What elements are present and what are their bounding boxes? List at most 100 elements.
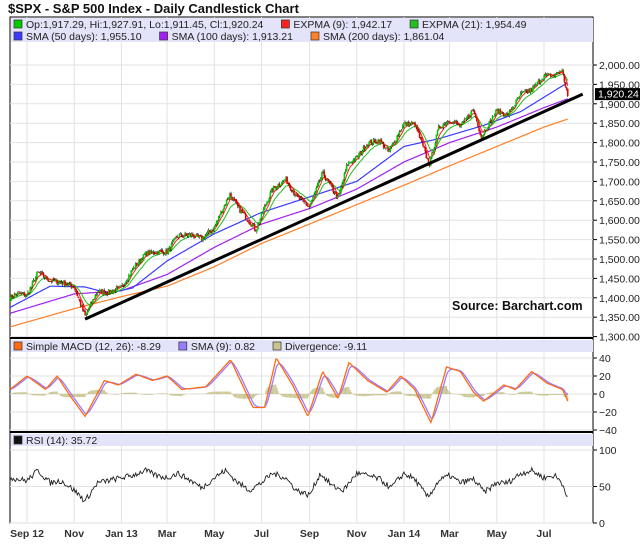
divergence-bar	[374, 394, 376, 396]
candle-body	[508, 110, 511, 116]
divergence-bar	[305, 394, 307, 399]
candle	[548, 73, 551, 75]
candle-body	[410, 122, 413, 125]
legend-expma9: EXPMA (9): 1,942.17	[293, 19, 392, 31]
candle-body	[153, 253, 156, 254]
divergence-bar	[425, 394, 427, 399]
candle-body	[128, 274, 130, 281]
price-tick-label: 2,000.00	[599, 60, 640, 72]
divergence-bar	[362, 394, 364, 397]
legend-divergence-swatch	[272, 341, 282, 351]
divergence-bar	[356, 394, 358, 396]
candle	[146, 251, 148, 257]
candle	[29, 286, 31, 294]
candle-body	[11, 294, 14, 298]
candle-body	[278, 183, 281, 186]
candle-body	[121, 285, 123, 287]
candle	[397, 133, 400, 138]
candle	[75, 289, 77, 294]
candle-body	[361, 151, 364, 155]
candle-body	[401, 125, 404, 129]
chart-title: $SPX - S&P 500 Index - Daily Candlestick…	[8, 1, 299, 16]
candle	[537, 78, 540, 83]
candle	[40, 270, 43, 275]
candle-body	[516, 98, 519, 100]
candle	[522, 90, 524, 94]
candle-body	[222, 209, 224, 213]
candle	[516, 97, 519, 101]
divergence-bar	[561, 394, 563, 395]
candle	[345, 163, 348, 172]
candle	[314, 190, 317, 196]
candle	[122, 284, 125, 288]
candle	[442, 123, 444, 130]
divergence-bar	[242, 394, 244, 399]
candle-body	[352, 159, 355, 163]
candle-body	[243, 212, 246, 214]
candle	[504, 115, 506, 118]
divergence-bar	[490, 392, 492, 394]
divergence-bar	[423, 394, 425, 399]
candle-body	[269, 192, 272, 198]
candle	[124, 281, 127, 286]
candle-body	[51, 278, 54, 282]
candle	[235, 199, 238, 205]
candle-body	[553, 75, 556, 77]
x-tick-label: Jan 14	[388, 528, 421, 540]
candle	[230, 191, 232, 199]
candle-body	[459, 124, 461, 128]
candle-body	[445, 122, 448, 126]
divergence-bar	[290, 394, 292, 398]
candle	[282, 179, 285, 183]
candle-body	[166, 249, 168, 255]
candle-body	[120, 285, 122, 287]
divergence-bar	[301, 394, 303, 399]
candle	[346, 164, 349, 166]
candle	[170, 241, 173, 252]
source-label: Source: Barchart.com	[452, 299, 583, 313]
divergence-bar	[273, 384, 275, 394]
candle-body	[101, 289, 103, 295]
candle-body	[223, 205, 226, 209]
candle	[506, 111, 508, 116]
candle	[97, 291, 100, 293]
candle-body	[212, 230, 214, 231]
candle	[304, 201, 306, 204]
candle-body	[304, 202, 306, 204]
candle	[410, 120, 413, 126]
candle	[158, 249, 161, 255]
candle	[45, 274, 47, 280]
candle-body	[36, 272, 38, 278]
candle	[418, 131, 421, 139]
candle	[118, 286, 120, 288]
candle	[61, 281, 64, 287]
divergence-bar	[501, 392, 503, 394]
candle	[489, 118, 492, 123]
candle-body	[534, 83, 536, 87]
divergence-bar	[310, 391, 312, 394]
candle-body	[73, 287, 75, 289]
candle-body	[158, 250, 161, 255]
candle	[23, 291, 26, 297]
candle	[286, 176, 288, 185]
candle	[78, 298, 81, 302]
candle	[368, 141, 370, 147]
divergence-bar	[388, 393, 390, 394]
candle	[272, 185, 275, 192]
candle	[473, 109, 476, 115]
candle	[465, 116, 468, 121]
divergence-bar	[116, 394, 118, 395]
candle-body	[274, 186, 276, 188]
candle-body	[412, 122, 414, 124]
divergence-bar	[468, 394, 470, 398]
divergence-bar	[63, 394, 65, 397]
candle	[14, 293, 17, 295]
candle	[37, 270, 39, 273]
candle	[557, 71, 560, 74]
candle	[354, 155, 357, 162]
divergence-bar	[320, 387, 322, 394]
divergence-bar	[122, 392, 124, 394]
divergence-bar	[347, 386, 349, 394]
candle-body	[168, 246, 171, 250]
candle	[195, 233, 198, 238]
